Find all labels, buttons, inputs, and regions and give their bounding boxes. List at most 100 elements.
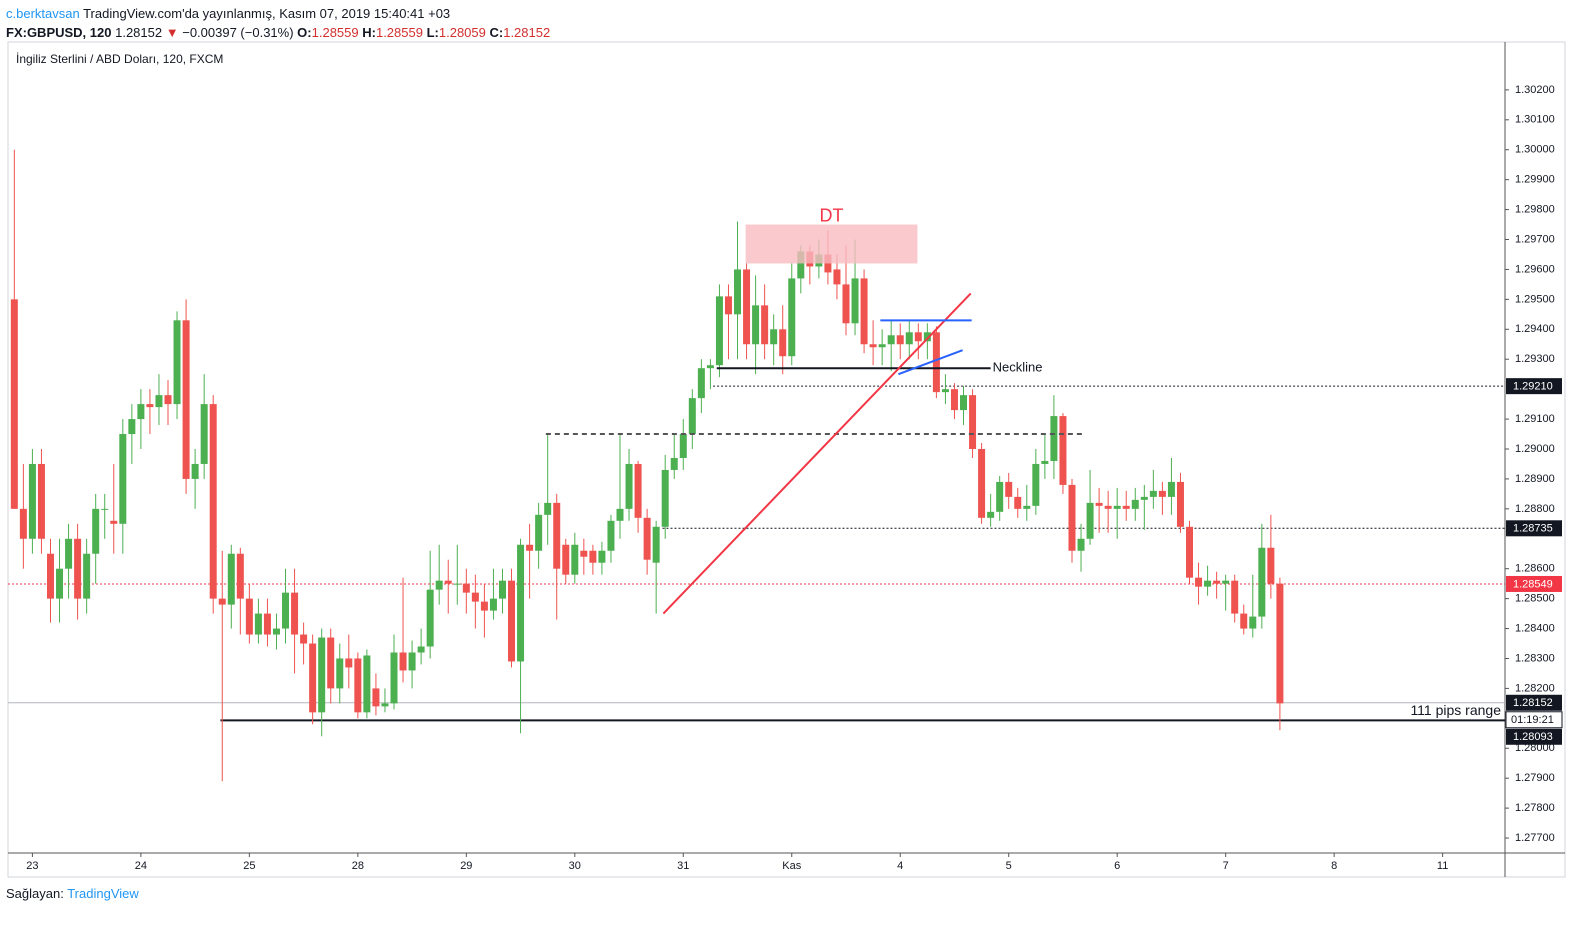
- candle-body: [92, 508, 100, 554]
- candle-body: [616, 508, 624, 521]
- y-tick-label: 1.27700: [1515, 832, 1555, 844]
- candle-body: [345, 658, 353, 668]
- price-tag-label: 1.28093: [1513, 731, 1553, 743]
- y-tick-label: 1.28600: [1515, 563, 1555, 575]
- candle-body: [1222, 580, 1230, 584]
- candle-body: [336, 658, 344, 689]
- candle-body: [634, 463, 642, 518]
- candle-body: [1068, 484, 1076, 551]
- x-tick-label: 29: [460, 860, 472, 872]
- x-tick-label: 23: [26, 860, 38, 872]
- candle-body: [697, 368, 705, 399]
- candle-body: [1122, 505, 1130, 509]
- candle-body: [1059, 416, 1067, 485]
- o-label: O:: [297, 25, 312, 40]
- candle-body: [914, 332, 922, 342]
- y-tick-label: 1.27800: [1515, 802, 1555, 814]
- price-tag-label: 1.28152: [1513, 697, 1553, 709]
- level-label: 111 pips range: [1410, 702, 1501, 718]
- drawing-line: [662, 292, 972, 615]
- candle-body: [779, 329, 787, 357]
- candle-body: [1086, 502, 1094, 539]
- candle-body: [327, 637, 335, 689]
- x-tick-label: 8: [1331, 860, 1337, 872]
- candle-body: [625, 463, 633, 509]
- candle-body: [444, 580, 452, 584]
- x-tick-label: 7: [1223, 860, 1229, 872]
- drawing-line: [898, 349, 963, 376]
- candle-body: [1176, 481, 1184, 527]
- candle-body: [263, 613, 271, 635]
- candle-body: [752, 305, 760, 345]
- x-tick-label: 24: [135, 860, 147, 872]
- candle-body: [272, 628, 280, 635]
- candle-body: [1195, 577, 1203, 587]
- candle-body: [761, 305, 769, 345]
- candle-body: [896, 335, 904, 345]
- chart-title: İngiliz Sterlini / ABD Doları, 120, FXCM: [16, 52, 223, 66]
- candle-body: [715, 296, 723, 366]
- candle-body: [1113, 505, 1121, 509]
- candle-body: [987, 511, 995, 518]
- h: 1.28559: [375, 25, 423, 40]
- candle-body: [842, 284, 850, 324]
- candle-body: [462, 583, 470, 593]
- y-tick-label: 1.29500: [1515, 293, 1555, 305]
- x-tick-label: 28: [352, 860, 364, 872]
- x-tick-label: 31: [677, 860, 689, 872]
- candle-body: [1240, 613, 1248, 629]
- price-tag: [1506, 378, 1562, 395]
- drawing-label: Neckline: [993, 360, 1043, 375]
- candle-body: [706, 365, 714, 369]
- candle-body: [191, 463, 199, 479]
- candle-body: [19, 508, 27, 539]
- candle-body: [498, 580, 506, 599]
- candle-body: [661, 469, 669, 527]
- candle-body: [1276, 583, 1284, 704]
- x-tick-label: 25: [243, 860, 255, 872]
- candle-body: [173, 320, 181, 405]
- y-tick-label: 1.28300: [1515, 652, 1555, 664]
- x-tick-label: Kas: [782, 860, 801, 872]
- candle-body: [309, 643, 317, 713]
- candle-body: [218, 598, 226, 605]
- candle-body: [1267, 547, 1275, 584]
- candle-body: [652, 526, 660, 563]
- symbol: FX:GBPUSD, 120: [6, 25, 112, 40]
- candle-body: [435, 580, 443, 590]
- candle-body: [607, 520, 615, 551]
- candle-body: [65, 538, 73, 569]
- y-tick-label: 1.29000: [1515, 443, 1555, 455]
- l: 1.28059: [438, 25, 486, 40]
- candle-body: [526, 544, 534, 551]
- x-tick-label: 5: [1006, 860, 1012, 872]
- candle-body: [1140, 496, 1148, 500]
- h-label: H:: [362, 25, 376, 40]
- candle-body: [164, 395, 172, 405]
- candle-body: [37, 463, 45, 539]
- candle-body: [182, 320, 190, 479]
- candle-body: [679, 434, 687, 458]
- y-tick-label: 1.30000: [1515, 144, 1555, 156]
- candle-body: [426, 589, 434, 647]
- candle-body: [887, 335, 895, 345]
- c: 1.28152: [503, 25, 551, 40]
- candle-body: [245, 598, 253, 635]
- candle-body: [562, 544, 570, 575]
- author[interactable]: c.berktavsan: [6, 6, 80, 21]
- candle-body: [544, 502, 552, 515]
- candle-body: [996, 481, 1004, 512]
- y-tick-label: 1.28000: [1515, 742, 1555, 754]
- header: c.berktavsan TradingView.com'da yayınlan…: [6, 4, 550, 42]
- candle-body: [923, 332, 931, 342]
- candle-body: [381, 703, 389, 707]
- candle-body: [1131, 499, 1139, 509]
- candle-body: [508, 580, 516, 662]
- brand[interactable]: TradingView: [67, 886, 139, 901]
- candle-body: [1231, 580, 1239, 614]
- price-tag: [1506, 694, 1562, 711]
- candle-body: [797, 251, 805, 279]
- candle-body: [227, 553, 235, 605]
- y-tick-label: 1.27900: [1515, 772, 1555, 784]
- candle-body: [1104, 505, 1112, 509]
